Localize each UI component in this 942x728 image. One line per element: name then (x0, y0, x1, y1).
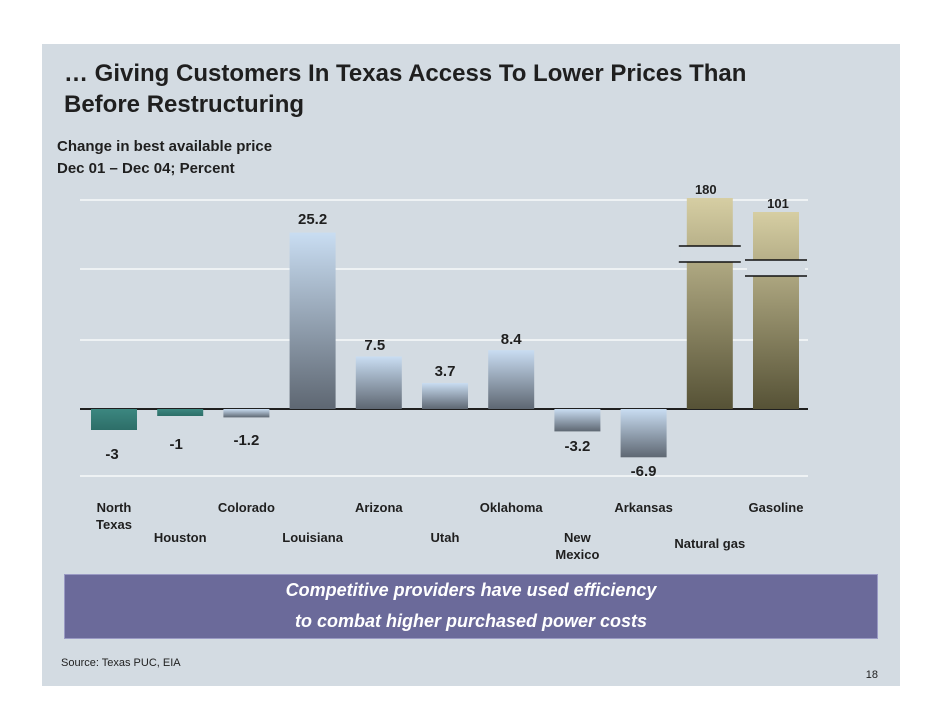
bars (91, 198, 807, 458)
slide: … Giving Customers In Texas Access To Lo… (42, 44, 900, 686)
category-label: Houston (154, 530, 207, 545)
category-label: Oklahoma (480, 500, 544, 515)
bar-louisiana (289, 232, 336, 409)
value-label: 7.5 (364, 337, 385, 354)
chart-subtitle: Change in best available price Dec 01 – … (57, 136, 272, 180)
bar-chart: -3 -1 -1.2 25.2 7.5 3.7 8.4 -3.2 -6.9 180 101 Nort… (80, 182, 808, 562)
page-number: 18 (865, 669, 878, 681)
slide-title: … Giving Customers In Texas Access To Lo… (64, 58, 894, 120)
callout-box: Competitive providers have used efficien… (64, 574, 878, 639)
title-line-2: Before Restructuring (64, 91, 305, 118)
bar-houston (157, 409, 204, 416)
category-label: New (564, 530, 592, 545)
category-label: Arizona (355, 500, 403, 515)
value-label: -3 (105, 446, 118, 463)
value-label: 8.4 (501, 331, 523, 348)
bar-new-mexico (554, 409, 601, 432)
category-label: Texas (96, 517, 132, 532)
category-label: Arkansas (614, 500, 673, 515)
bar-colorado (223, 409, 270, 418)
axis-break-gap (747, 260, 805, 276)
bar-utah (422, 383, 468, 409)
title-line-1: … Giving Customers In Texas Access To Lo… (64, 60, 747, 87)
axis-break-gap (680, 246, 739, 262)
value-label: -6.9 (631, 463, 657, 480)
value-label: 3.7 (435, 363, 456, 380)
callout-line-2: to combat higher purchased power costs (294, 611, 648, 631)
category-labels: North Texas Houston Colorado Louisiana Arizon… (96, 500, 803, 562)
source-note: Source: Texas PUC, EIA (61, 657, 181, 669)
subtitle-line-2: Dec 01 – Dec 04; Percent (57, 160, 235, 177)
category-label: North (97, 500, 132, 515)
value-labels: -3 -1 -1.2 25.2 7.5 3.7 8.4 -3.2 -6.9 180 101 (105, 182, 789, 480)
value-label: 101 (767, 196, 789, 211)
value-label: 180 (695, 182, 717, 197)
bar-arizona (355, 356, 402, 409)
callout-line-1: Competitive providers have used efficien… (285, 580, 657, 600)
value-label: -1 (170, 436, 183, 453)
category-label: Louisiana (282, 530, 343, 545)
category-label: Utah (431, 530, 460, 545)
category-label: Colorado (218, 500, 275, 515)
value-label: -1.2 (233, 432, 259, 449)
value-label: -3.2 (564, 438, 590, 455)
bar-arkansas (620, 409, 667, 458)
bar-natural-gas (686, 198, 733, 409)
category-label: Natural gas (674, 536, 745, 551)
category-label: Mexico (555, 547, 599, 562)
bar-gasoline (753, 212, 799, 409)
value-label: 25.2 (298, 211, 327, 228)
bar-oklahoma (488, 350, 535, 409)
bar-north-texas (91, 409, 137, 430)
subtitle-line-1: Change in best available price (57, 138, 273, 155)
category-label: Gasoline (749, 500, 804, 515)
